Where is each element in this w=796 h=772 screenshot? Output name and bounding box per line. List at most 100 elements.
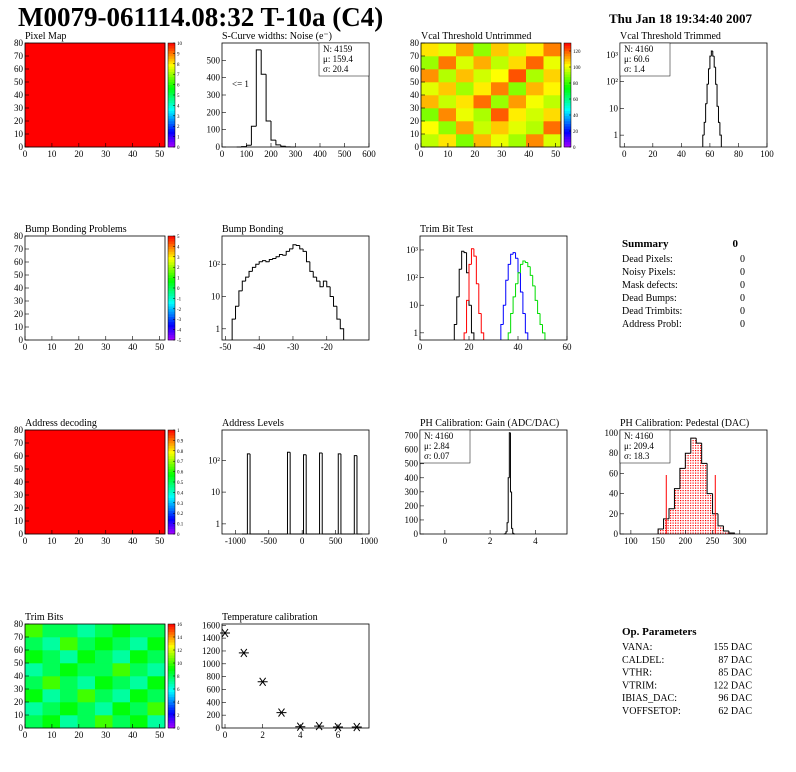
heatmap-cell: [147, 624, 166, 638]
heatmap-cell: [60, 702, 78, 716]
plot-frame: [221, 623, 370, 729]
colorbar-step: [168, 448, 175, 452]
y-tick-label: 0: [19, 142, 24, 152]
colorbar-step: [168, 327, 175, 330]
colorbar-step: [168, 629, 175, 633]
colorbar-step: [168, 53, 175, 57]
heatmap-cell: [491, 82, 509, 96]
y-tick-label: 40: [14, 283, 24, 293]
histogram-bin: [282, 254, 287, 256]
colorbar-step: [564, 134, 571, 137]
x-tick-label: 20: [648, 149, 658, 159]
plot-frame: [619, 42, 768, 148]
heatmap-cell: [42, 702, 61, 716]
y-tick-label: 10³: [606, 50, 618, 60]
colorbar-step: [168, 58, 175, 62]
y-tick-label: 30: [14, 103, 24, 113]
colorbar-step: [168, 432, 175, 436]
colorbar-step: [564, 123, 571, 127]
x-tick-label: 50: [155, 730, 165, 740]
y-tick-label: 70: [410, 51, 420, 61]
heatmap-cell: [508, 56, 527, 70]
colorbar-step: [168, 725, 175, 729]
colorbar-step: [168, 76, 175, 80]
param-name: VOFFSETOP:: [622, 706, 681, 717]
colorbar-label: 40: [573, 114, 579, 119]
colorbar-step: [564, 144, 571, 148]
colorbar-step: [564, 115, 571, 119]
y-tick-label: 30: [14, 296, 24, 306]
colorbar-step: [564, 43, 571, 46]
colorbar-step: [168, 126, 175, 130]
y-tick-label: 50: [14, 270, 24, 280]
colorbar-step: [168, 306, 175, 310]
heatmap-cell: [508, 121, 527, 135]
heatmap-cell: [473, 108, 492, 122]
colorbar-step: [168, 128, 175, 132]
histogram-bin: [510, 313, 514, 333]
colorbar-step: [168, 82, 175, 85]
x-tick-label: 40: [514, 342, 524, 352]
colorbar-step: [168, 497, 175, 501]
colorbar-step: [168, 301, 175, 304]
x-tick-label: 400: [313, 149, 327, 159]
histogram-bin: [286, 451, 291, 534]
colorbar-step: [168, 141, 175, 145]
histogram-bin: [712, 493, 718, 515]
x-tick-label: -30: [287, 342, 299, 352]
colorbar-step: [168, 84, 175, 88]
colorbar-label: 6: [177, 688, 180, 693]
heatmap-cell: [526, 82, 544, 96]
histogram-bin: [507, 263, 511, 281]
histogram-bin: [507, 477, 510, 523]
x-tick-label: 60: [705, 149, 715, 159]
histogram-bin: [312, 271, 317, 278]
colorbar-step: [168, 463, 175, 467]
colorbar-step: [168, 443, 175, 446]
colorbar-step: [168, 668, 175, 672]
colorbar-step: [564, 89, 571, 93]
histogram-bin: [258, 261, 263, 265]
colorbar-step: [168, 521, 175, 524]
histogram-bin: [502, 304, 506, 325]
y-tick-label: 400: [405, 473, 419, 483]
heatmap-cell: [543, 121, 562, 135]
histogram-bin: [275, 256, 280, 259]
y-tick-label: 10: [14, 516, 24, 526]
colorbar-step: [168, 332, 175, 336]
x-tick-label: 0: [220, 149, 225, 159]
x-tick-label: 30: [101, 730, 111, 740]
heatmap-cell: [508, 82, 527, 96]
colorbar-step: [168, 314, 175, 317]
heatmap-cell: [526, 121, 544, 135]
colorbar-label: 0: [177, 727, 180, 732]
heatmap-cell: [112, 650, 131, 664]
colorbar-step: [168, 123, 175, 127]
colorbar-step: [168, 453, 175, 457]
histogram-bin: [690, 437, 697, 454]
y-tick-label: 10: [211, 292, 221, 302]
x-tick-label: 0: [23, 342, 28, 352]
y-tick-label: 10²: [406, 273, 418, 283]
histogram-bin: [509, 432, 512, 493]
heatmap-cell: [438, 69, 457, 83]
colorbar-step: [168, 251, 175, 255]
histogram-bin: [249, 453, 253, 535]
x-tick-label: 10: [47, 342, 57, 352]
heatmap-cell: [60, 715, 78, 729]
heatmap-cell: [60, 689, 78, 703]
y-tick-label: 20: [14, 309, 24, 319]
heatmap-cell: [508, 43, 527, 57]
colorbar-step: [168, 518, 175, 522]
y-tick-label: 1: [216, 324, 221, 334]
histogram-bin: [270, 121, 276, 141]
summary-count: 0: [740, 280, 745, 291]
colorbar-step: [168, 474, 175, 478]
x-tick-label: 30: [497, 149, 507, 159]
colorbar-step: [168, 303, 175, 307]
x-tick-label: 0: [418, 342, 423, 352]
x-tick-label: 100: [624, 536, 638, 546]
colorbar-step: [168, 482, 175, 485]
y-tick-label: 10: [609, 103, 619, 113]
stats-box: [619, 429, 671, 464]
